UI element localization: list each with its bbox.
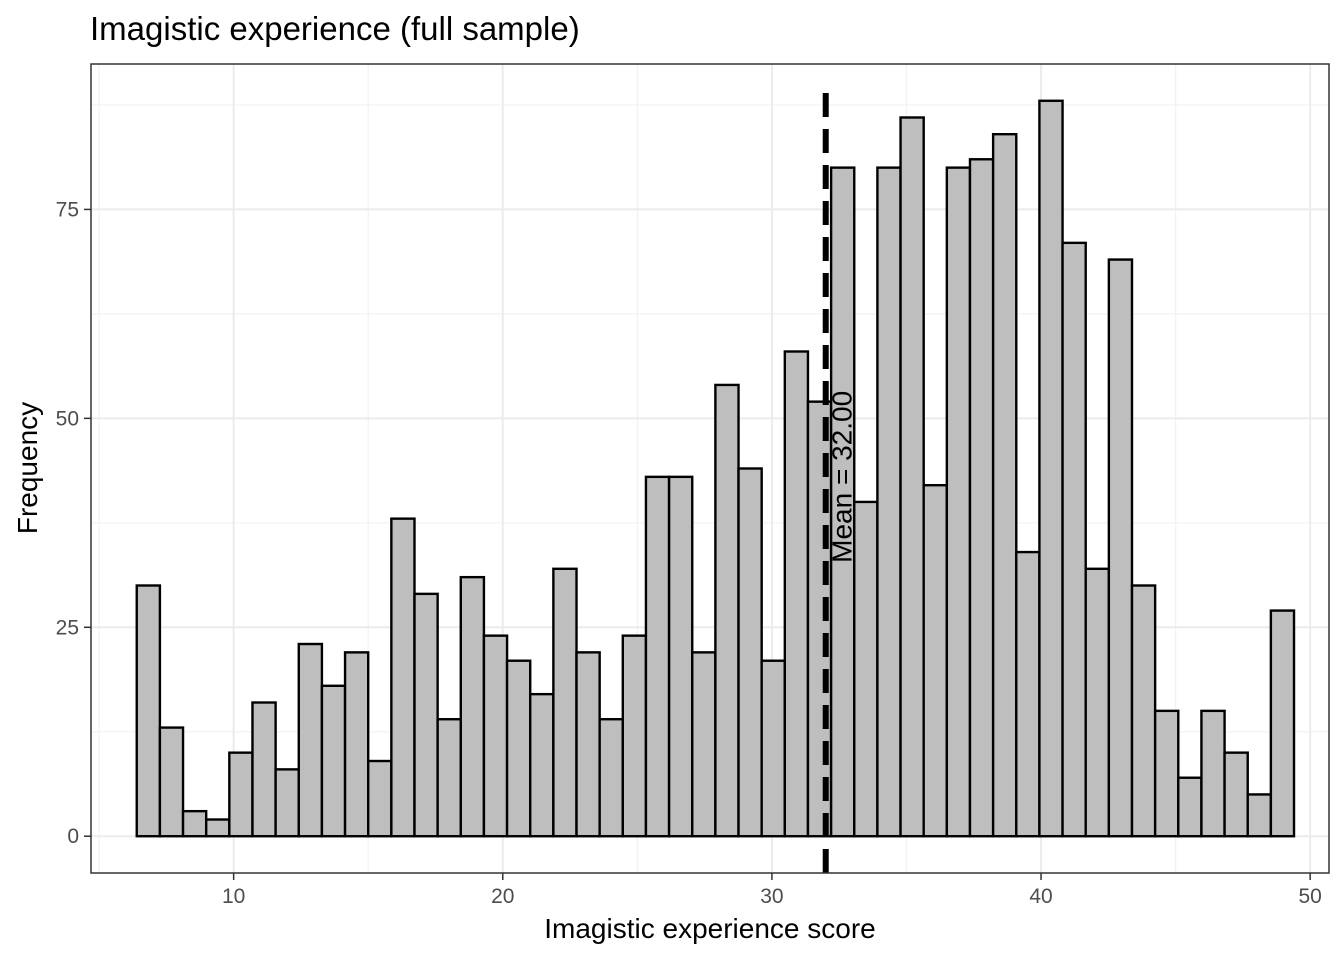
y-tick-label: 0 <box>67 825 79 848</box>
histogram-bar <box>251 701 277 838</box>
histogram-bar <box>158 726 185 838</box>
chart-title: Imagistic experience (full sample) <box>90 10 580 47</box>
histogram-bar <box>1153 709 1180 838</box>
histogram-bar <box>575 651 601 838</box>
histogram-bar <box>1107 258 1134 838</box>
histogram-bar <box>1130 584 1157 838</box>
histogram-bar <box>436 718 462 838</box>
histogram-bar <box>1015 550 1041 838</box>
histogram-bar <box>968 158 995 838</box>
histogram-bar <box>1084 567 1111 838</box>
histogram-bar <box>529 692 555 838</box>
y-tick-label: 75 <box>56 198 79 221</box>
x-tick-label: 40 <box>1029 885 1052 908</box>
histogram-bar <box>667 475 694 838</box>
histogram-bar <box>297 642 324 838</box>
histogram-bar <box>876 166 902 838</box>
histogram-bar <box>1223 751 1249 838</box>
y-axis: 0 25 50 75 <box>56 198 91 848</box>
histogram-bar <box>1177 776 1203 838</box>
histogram-bar <box>714 383 740 838</box>
histogram-bar <box>922 484 949 838</box>
histogram-bar <box>598 718 625 838</box>
histogram-bar <box>737 467 763 838</box>
x-tick-label: 20 <box>491 885 514 908</box>
histogram-bar <box>505 659 532 838</box>
histogram-bar <box>644 475 671 838</box>
histogram-bar <box>367 759 393 838</box>
y-tick-label: 50 <box>56 407 79 430</box>
histogram-bar <box>181 809 208 838</box>
histogram-bar <box>991 133 1018 838</box>
histogram-bar <box>274 768 300 838</box>
histogram-bar <box>899 116 925 838</box>
mean-label: Mean = 32.00 <box>827 391 858 563</box>
y-tick-label: 25 <box>56 616 79 639</box>
histogram-bar <box>1269 609 1296 838</box>
histogram-bar <box>343 651 370 838</box>
histogram-bar <box>1246 793 1273 838</box>
histogram-bar <box>459 575 486 838</box>
histogram-bar <box>1200 709 1226 838</box>
histogram-bar <box>320 684 347 838</box>
histogram-bar <box>783 350 810 838</box>
panel-border <box>90 63 1330 874</box>
histogram-bars <box>135 99 1296 838</box>
histogram-bar <box>482 634 509 838</box>
mean-marker: Mean = 32.00 <box>822 84 858 873</box>
histogram-bar <box>135 584 162 838</box>
histogram-bar <box>1038 99 1064 838</box>
histogram-bar <box>1061 241 1087 838</box>
histogram-bar <box>228 751 254 838</box>
x-tick-label: 50 <box>1298 885 1321 908</box>
x-axis: 10 20 30 40 50 <box>222 873 1322 908</box>
histogram-bar <box>390 517 416 838</box>
y-axis-title: Frequency <box>12 402 43 534</box>
x-tick-label: 30 <box>760 885 783 908</box>
histogram-bar <box>413 592 439 838</box>
histogram-bar <box>621 634 648 838</box>
histogram-bar <box>204 818 231 838</box>
histogram-bar <box>552 567 578 838</box>
histogram-bar <box>945 166 972 838</box>
x-axis-title: Imagistic experience score <box>544 913 875 944</box>
histogram-bar <box>691 651 717 838</box>
x-tick-label: 10 <box>222 885 245 908</box>
histogram-bar <box>760 659 787 838</box>
